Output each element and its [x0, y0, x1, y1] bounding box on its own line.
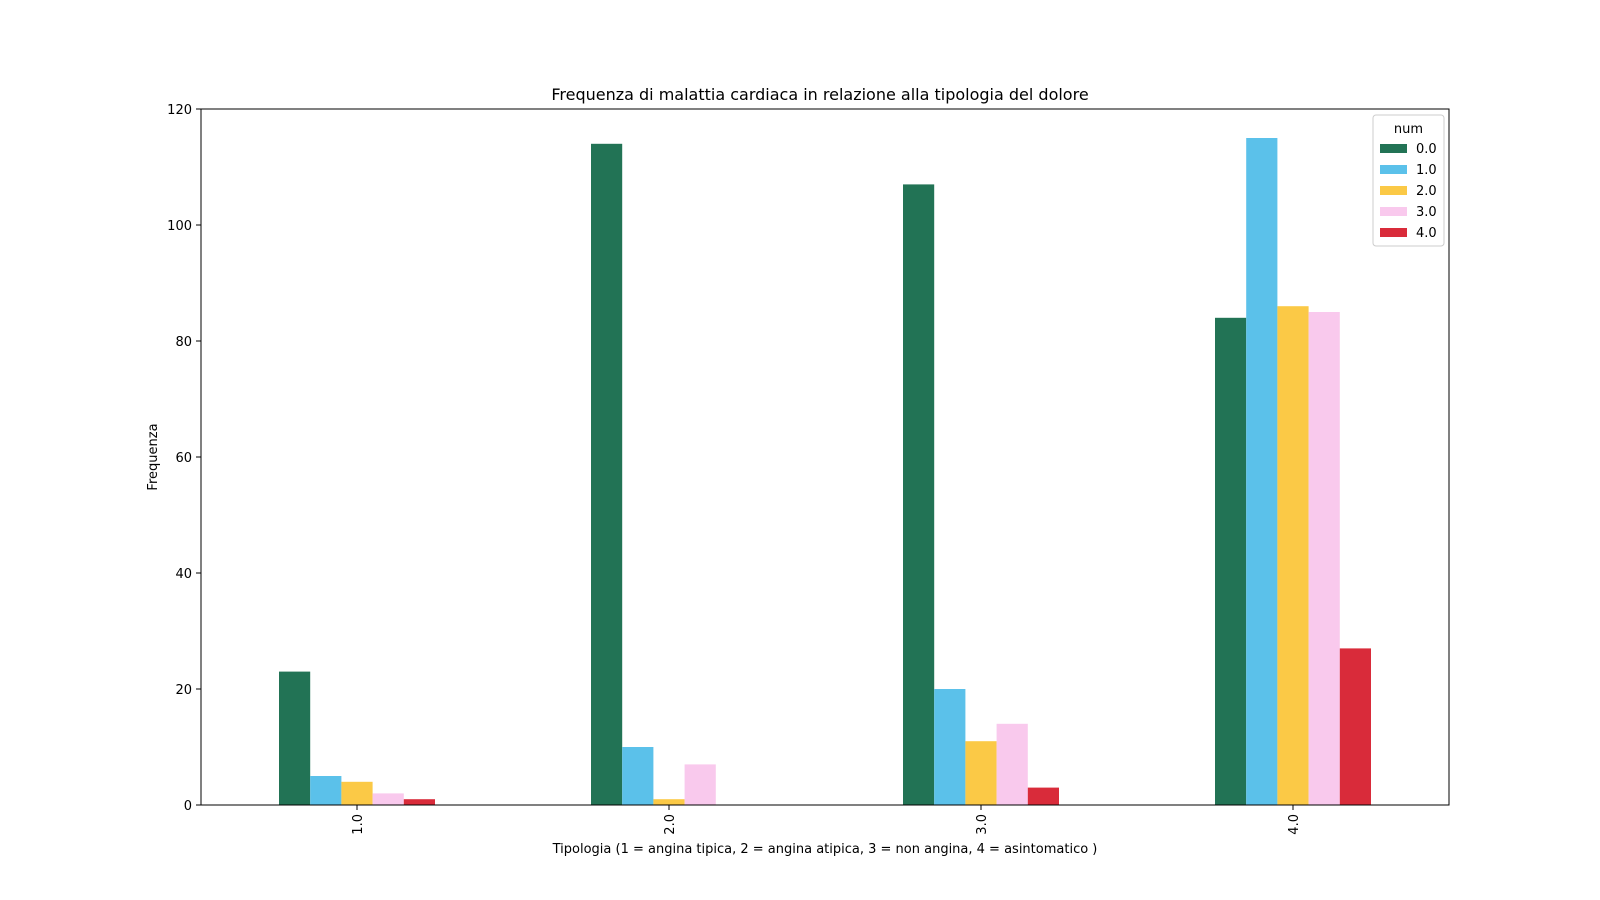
bar-1.0-series-4.0	[403, 799, 435, 805]
chart-title: Frequenza di malattia cardiaca in relazi…	[551, 85, 1088, 104]
legend-label-3.0: 3.0	[1416, 205, 1437, 220]
legend-title: num	[1394, 122, 1423, 137]
y-tick-label: 20	[175, 683, 192, 698]
legend-label-0.0: 0.0	[1416, 142, 1437, 157]
y-axis: 0 20 40 60 80 100 120	[167, 103, 201, 814]
y-tick-label: 120	[167, 103, 192, 118]
x-tick-label: 2.0	[663, 814, 678, 835]
y-tick-label: 40	[175, 567, 192, 582]
bar-3.0-series-0.0	[903, 184, 935, 805]
x-axis-title: Tipologia (1 = angina tipica, 2 = angina…	[552, 842, 1098, 857]
bar-4.0-series-1.0	[1246, 138, 1278, 805]
bar-4.0-series-4.0	[1339, 648, 1371, 805]
bar-1.0-series-0.0	[279, 671, 311, 805]
x-tick-label: 1.0	[351, 814, 366, 835]
x-tick-label: 4.0	[1287, 814, 1302, 835]
y-tick-label: 60	[175, 451, 192, 466]
legend-label-1.0: 1.0	[1416, 163, 1437, 178]
bar-4.0-series-3.0	[1308, 312, 1340, 805]
y-tick-label: 80	[175, 335, 192, 350]
bar-1.0-series-1.0	[310, 776, 342, 805]
bar-4.0-series-2.0	[1277, 306, 1309, 805]
y-tick-label: 0	[184, 799, 192, 814]
y-axis-title: Frequenza	[146, 423, 161, 490]
legend-label-2.0: 2.0	[1416, 184, 1437, 199]
legend-swatch-2.0	[1380, 186, 1407, 195]
bar-1.0-series-3.0	[372, 793, 404, 805]
bar-2.0-series-3.0	[684, 764, 716, 805]
legend-swatch-4.0	[1380, 228, 1407, 237]
y-tick-label: 100	[167, 219, 192, 234]
bar-1.0-series-2.0	[341, 781, 373, 805]
bar-2.0-series-1.0	[622, 747, 654, 805]
x-axis: 1.0 2.0 3.0 4.0	[351, 805, 1302, 835]
bar-2.0-series-0.0	[591, 143, 623, 806]
legend-swatch-1.0	[1380, 165, 1407, 174]
bar-3.0-series-4.0	[1027, 787, 1059, 805]
legend: num 0.0 1.0 2.0 3.0 4.0	[1372, 114, 1445, 247]
legend-label-4.0: 4.0	[1416, 226, 1437, 241]
legend-swatch-0.0	[1380, 144, 1407, 153]
bar-3.0-series-2.0	[965, 741, 997, 805]
x-tick-label: 3.0	[975, 814, 990, 835]
bar-3.0-series-3.0	[996, 723, 1028, 805]
bar-3.0-series-1.0	[934, 689, 966, 805]
legend-swatch-3.0	[1380, 207, 1407, 216]
bars-layer	[279, 138, 1371, 806]
bar-4.0-series-0.0	[1215, 317, 1247, 805]
bar-2.0-series-2.0	[653, 799, 685, 805]
